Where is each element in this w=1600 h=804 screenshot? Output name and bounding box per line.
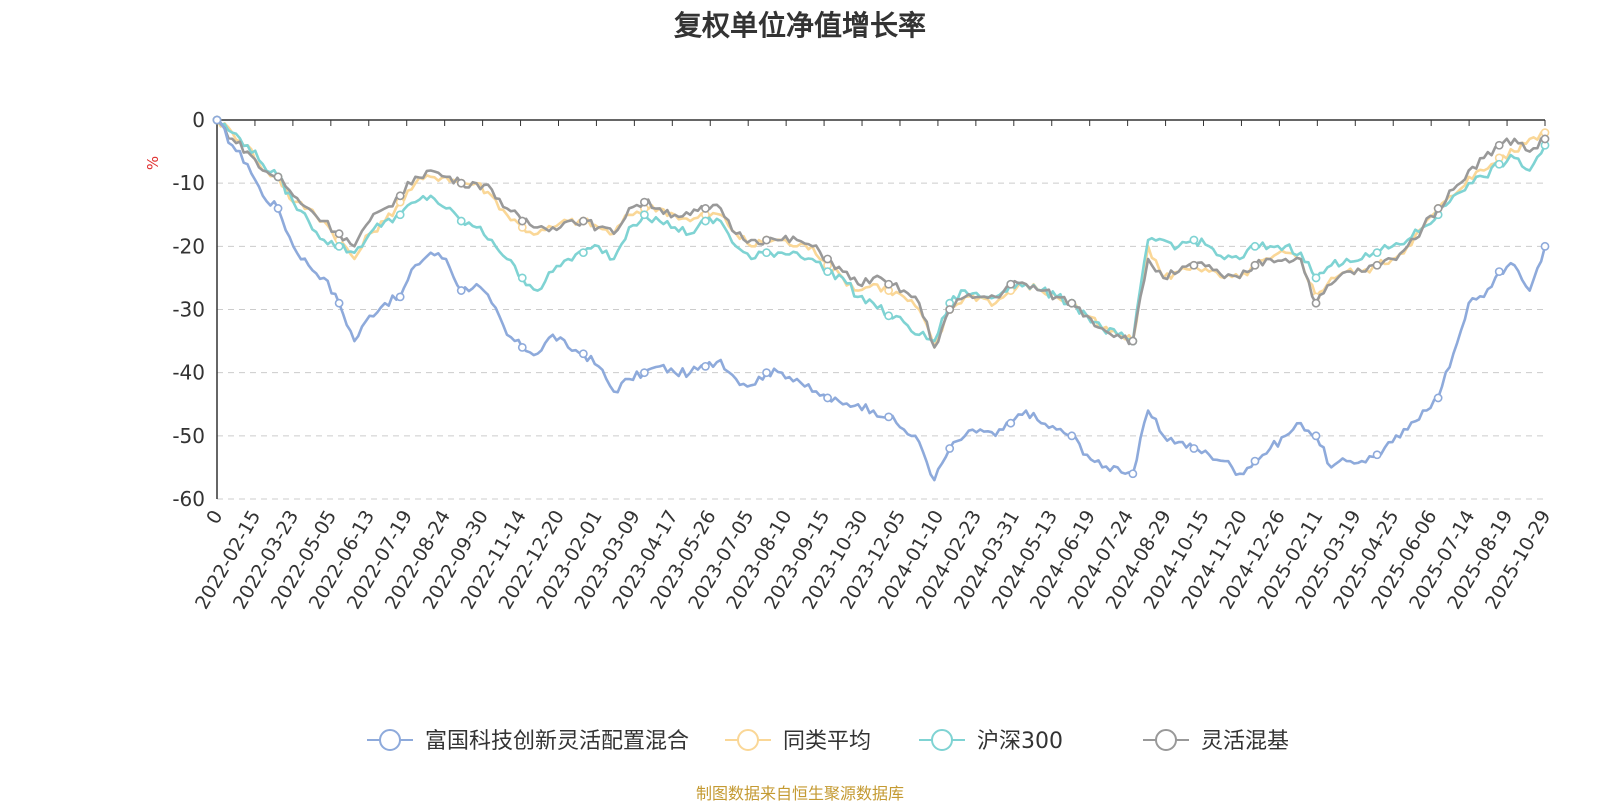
series-point-0: [1311, 431, 1321, 441]
series-point-3: [1494, 140, 1504, 150]
series-point-2: [395, 210, 405, 220]
grid-layer: [217, 182, 1545, 500]
series-layer: [212, 115, 1550, 482]
legend-label: 富国科技创新灵活配置混合: [425, 729, 689, 754]
y-tick-label: 0: [192, 108, 205, 132]
series-point-2: [1494, 159, 1504, 169]
series-point-0: [701, 361, 710, 371]
y-tick-label: -40: [172, 361, 205, 385]
series-point-2: [1372, 248, 1382, 258]
source-note: 制图数据来自恒生聚源数据库: [695, 784, 904, 803]
series-point-0: [1494, 267, 1504, 276]
series-point-3: [334, 229, 344, 239]
series-point-0: [1433, 393, 1443, 403]
series-point-2: [823, 267, 832, 276]
series-point-3: [640, 197, 649, 207]
series-point-0: [456, 286, 466, 295]
series-point-0: [578, 349, 588, 359]
series-point-2: [456, 216, 466, 226]
series-point-2: [1311, 273, 1321, 283]
y-tick-label: -50: [172, 424, 205, 448]
series-line-2: [216, 119, 1547, 343]
series-point-0: [823, 393, 832, 403]
series-point-0: [1250, 456, 1260, 466]
legend-marker: [1155, 729, 1177, 751]
series-point-0: [1067, 431, 1077, 441]
legend-item[interactable]: 灵活混基: [1143, 729, 1289, 754]
legend-marker: [931, 729, 953, 751]
series-point-0: [884, 412, 894, 422]
series-point-3: [1128, 336, 1138, 346]
legend-item[interactable]: 富国科技创新灵活配置混合: [367, 729, 689, 754]
y-tick-label: -20: [172, 234, 205, 258]
series-point-2: [640, 210, 649, 220]
series-line-3: [216, 119, 1546, 349]
series-point-2: [884, 311, 894, 321]
series-point-3: [1433, 204, 1443, 213]
series-line-0: [216, 118, 1547, 482]
series-point-3: [701, 204, 710, 213]
legend-marker: [379, 729, 401, 751]
series-point-0: [395, 292, 405, 302]
series-point-3: [1250, 260, 1260, 270]
series-point-0: [640, 368, 649, 378]
series-point-0: [1189, 444, 1199, 453]
series-point-3: [884, 279, 894, 289]
series-point-0: [1372, 450, 1382, 460]
legend-marker: [737, 729, 759, 751]
series-point-0: [273, 204, 283, 213]
series-point-2: [1250, 241, 1260, 251]
series-point-0: [1128, 469, 1138, 479]
series-point-0: [1540, 241, 1550, 251]
y-tick-label: -10: [172, 171, 205, 195]
axis-layer: 0-10-20-30-40-50-60%02022-02-152022-03-2…: [144, 108, 1555, 613]
legend-item[interactable]: 同类平均: [725, 729, 871, 754]
series-point-2: [578, 248, 588, 258]
series-point-3: [395, 191, 405, 201]
legend-label: 灵活混基: [1201, 729, 1289, 754]
series-point-3: [456, 178, 466, 188]
series-point-0: [1006, 418, 1016, 428]
y-tick-label: -30: [172, 298, 205, 322]
series-point-3: [1311, 298, 1321, 308]
series-point-3: [762, 235, 771, 245]
series-point-3: [273, 172, 283, 182]
y-tick-label: -60: [172, 487, 205, 511]
x-tick-label: 0: [202, 507, 227, 528]
series-point-2: [334, 241, 344, 251]
series-point-3: [1006, 279, 1016, 289]
chart-title: 复权单位净值增长率: [673, 9, 926, 42]
series-point-3: [823, 254, 832, 264]
legend-label: 沪深300: [977, 729, 1063, 754]
series-point-3: [1540, 134, 1550, 144]
series-line-1: [215, 119, 1545, 349]
series-point-0: [212, 115, 222, 125]
y-axis-label: %: [144, 156, 162, 170]
series-point-2: [1189, 235, 1199, 245]
series-point-0: [334, 298, 344, 308]
series-point-0: [762, 368, 771, 378]
series-point-0: [517, 342, 527, 352]
series-point-0: [945, 444, 955, 453]
series-point-3: [1189, 260, 1199, 270]
series-point-3: [945, 305, 955, 314]
series-point-2: [762, 248, 771, 258]
series-point-3: [1067, 298, 1077, 308]
legend-item[interactable]: 沪深300: [919, 729, 1063, 754]
legend: 富国科技创新灵活配置混合 同类平均 沪深300 灵活混基: [367, 729, 1289, 754]
series-point-2: [517, 273, 527, 283]
series-point-3: [517, 216, 527, 226]
series-point-2: [701, 216, 710, 226]
series-point-3: [1372, 260, 1382, 270]
legend-label: 同类平均: [783, 729, 871, 754]
series-point-3: [578, 216, 588, 226]
